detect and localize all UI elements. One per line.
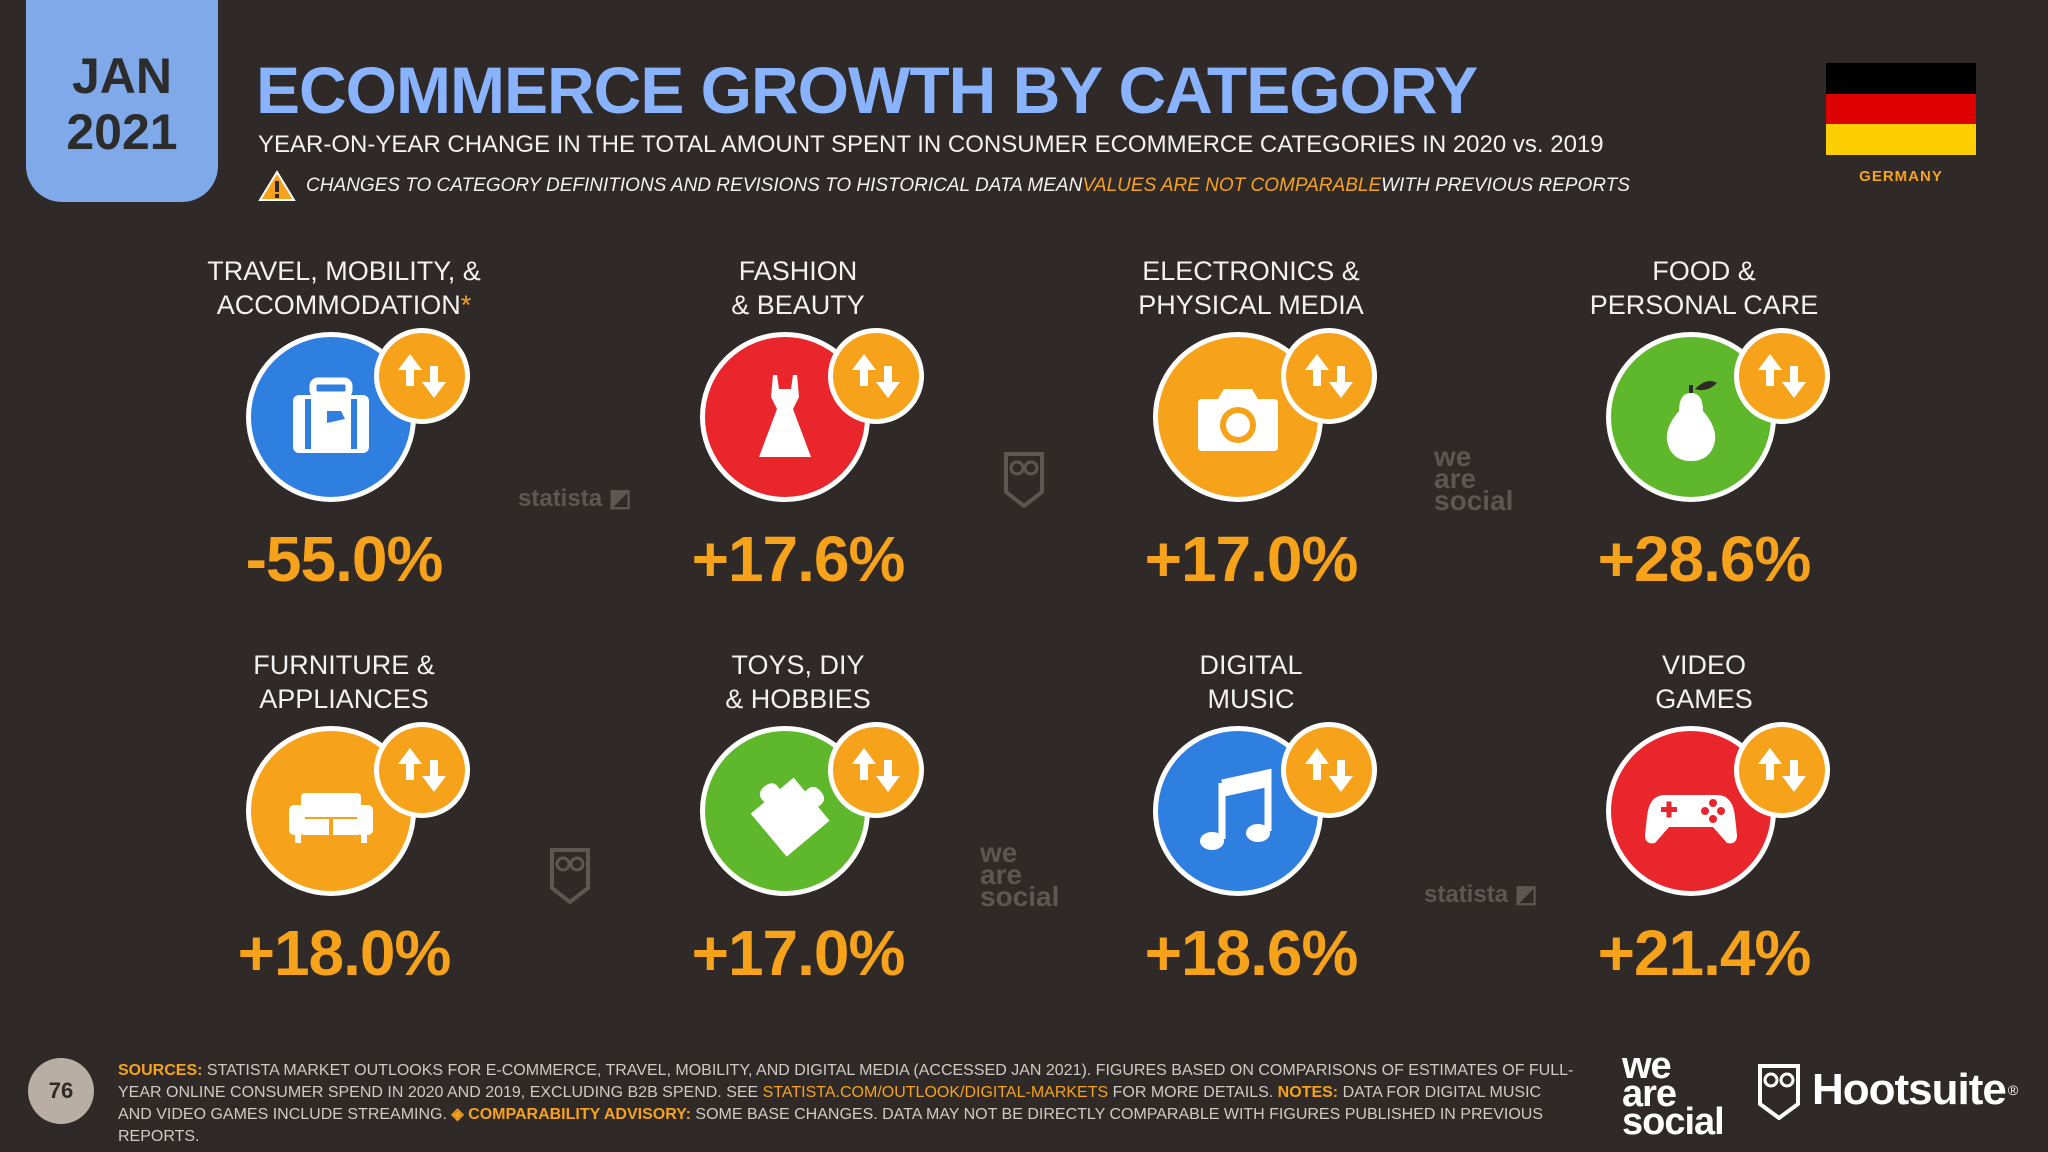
category-card-food: FOOD & PERSONAL CARE +28.6% xyxy=(1524,254,1884,595)
trend-badge xyxy=(828,722,924,818)
category-label: TOYS, DIY & HOBBIES xyxy=(725,650,871,714)
hootsuite-logo: Hootsuite ® xyxy=(1756,1060,2018,1120)
statista-watermark: statista ◩ xyxy=(1424,881,1538,908)
sources-note: SOURCES: STATISTA MARKET OUTLOOKS FOR E-… xyxy=(118,1062,1574,1145)
up-down-arrows-icon xyxy=(398,748,446,792)
category-value: -55.0% xyxy=(245,523,444,595)
suitcase-icon xyxy=(293,377,369,453)
up-down-arrows-icon xyxy=(1758,748,1806,792)
category-value: +21.4% xyxy=(1597,917,1812,989)
category-value: +18.6% xyxy=(1144,917,1359,989)
category-card-fashion: FASHION & BEAUTY +17.6% xyxy=(618,254,978,595)
category-card-toys: TOYS, DIY & HOBBIES +17.0% xyxy=(618,648,978,989)
pear-icon xyxy=(1666,381,1717,461)
category-icon-circle xyxy=(1153,332,1323,502)
category-value: +17.0% xyxy=(691,917,906,989)
up-down-arrows-icon xyxy=(1305,748,1353,792)
category-label: DIGITAL MUSIC xyxy=(1199,650,1303,714)
trend-badge xyxy=(1281,722,1377,818)
statista-watermark: statista ◩ xyxy=(518,485,632,512)
up-down-arrows-icon xyxy=(398,354,446,398)
comparability-warning: CHANGES TO CATEGORY DEFINITIONS AND REVI… xyxy=(258,170,1630,202)
trend-badge xyxy=(374,722,470,818)
dress-icon xyxy=(759,375,811,457)
owl-icon xyxy=(1758,1064,1800,1120)
category-card-furniture: FURNITURE & APPLIANCES +18.0% xyxy=(164,648,524,989)
up-down-arrows-icon xyxy=(1305,354,1353,398)
gamepad-icon xyxy=(1645,795,1737,844)
category-card-music: DIGITAL MUSIC +18.6% xyxy=(1071,648,1431,989)
category-card-travel: TRAVEL, MOBILITY, & ACCOMMODATION* -55.0… xyxy=(164,254,524,595)
camera-icon xyxy=(1198,389,1278,451)
trend-badge xyxy=(1281,328,1377,424)
sofa-icon xyxy=(289,793,373,843)
category-value: +28.6% xyxy=(1597,523,1812,595)
page-number: 76 xyxy=(28,1058,94,1124)
warning-text-highlight: VALUES ARE NOT COMPARABLE xyxy=(1082,175,1382,196)
we-are-social-watermark: we are social xyxy=(980,837,1060,912)
badge-year: 2021 xyxy=(66,104,178,160)
owl-watermark-icon xyxy=(550,848,590,904)
we-are-social-logo: we are social xyxy=(1622,1045,1725,1143)
page-title: ECOMMERCE GROWTH BY CATEGORY xyxy=(256,53,1478,127)
flag-stripe-black xyxy=(1826,63,1976,94)
category-label: TRAVEL, MOBILITY, & ACCOMMODATION* xyxy=(207,256,481,320)
category-card-electronics: ELECTRONICS & PHYSICAL MEDIA +17.0% xyxy=(1071,254,1431,595)
category-label: FASHION & BEAUTY xyxy=(731,256,865,320)
country-label: GERMANY xyxy=(1859,168,1943,185)
warning-text-pre: CHANGES TO CATEGORY DEFINITIONS AND REVI… xyxy=(306,175,1083,196)
owl-watermark-icon xyxy=(1004,452,1044,508)
category-card-games: VIDEO GAMES +21.4% xyxy=(1524,648,1884,989)
category-icon-circle xyxy=(700,726,870,896)
warning-icon xyxy=(258,170,296,201)
category-label: FURNITURE & APPLIANCES xyxy=(253,650,435,714)
germany-flag-icon xyxy=(1826,63,1976,156)
statista-link[interactable]: STATISTA.COM/OUTLOOK/DIGITAL-MARKETS xyxy=(762,1084,1109,1101)
flag-stripe-red xyxy=(1826,93,1976,125)
badge-month: JAN xyxy=(71,48,173,104)
up-down-arrows-icon xyxy=(1758,354,1806,398)
category-label: FOOD & PERSONAL CARE xyxy=(1589,256,1819,320)
up-down-arrows-icon xyxy=(852,748,900,792)
trend-badge xyxy=(374,328,470,424)
category-label: VIDEO GAMES xyxy=(1655,650,1753,714)
category-value: +18.0% xyxy=(237,917,452,989)
puzzle-icon xyxy=(750,777,830,857)
trend-badge xyxy=(828,328,924,424)
trend-badge xyxy=(1734,328,1830,424)
trend-badge xyxy=(1734,722,1830,818)
music-note-icon xyxy=(1200,768,1272,850)
we-are-social-watermark: we are social xyxy=(1434,441,1514,516)
warning-text-post: WITH PREVIOUS REPORTS xyxy=(1381,175,1630,196)
category-value: +17.0% xyxy=(1144,523,1359,595)
category-label: ELECTRONICS & PHYSICAL MEDIA xyxy=(1138,256,1364,320)
up-down-arrows-icon xyxy=(852,354,900,398)
date-badge: JAN 2021 xyxy=(26,0,218,202)
page-subtitle: YEAR-ON-YEAR CHANGE IN THE TOTAL AMOUNT … xyxy=(258,131,1604,158)
category-value: +17.6% xyxy=(691,523,906,595)
flag-stripe-gold xyxy=(1826,124,1976,156)
